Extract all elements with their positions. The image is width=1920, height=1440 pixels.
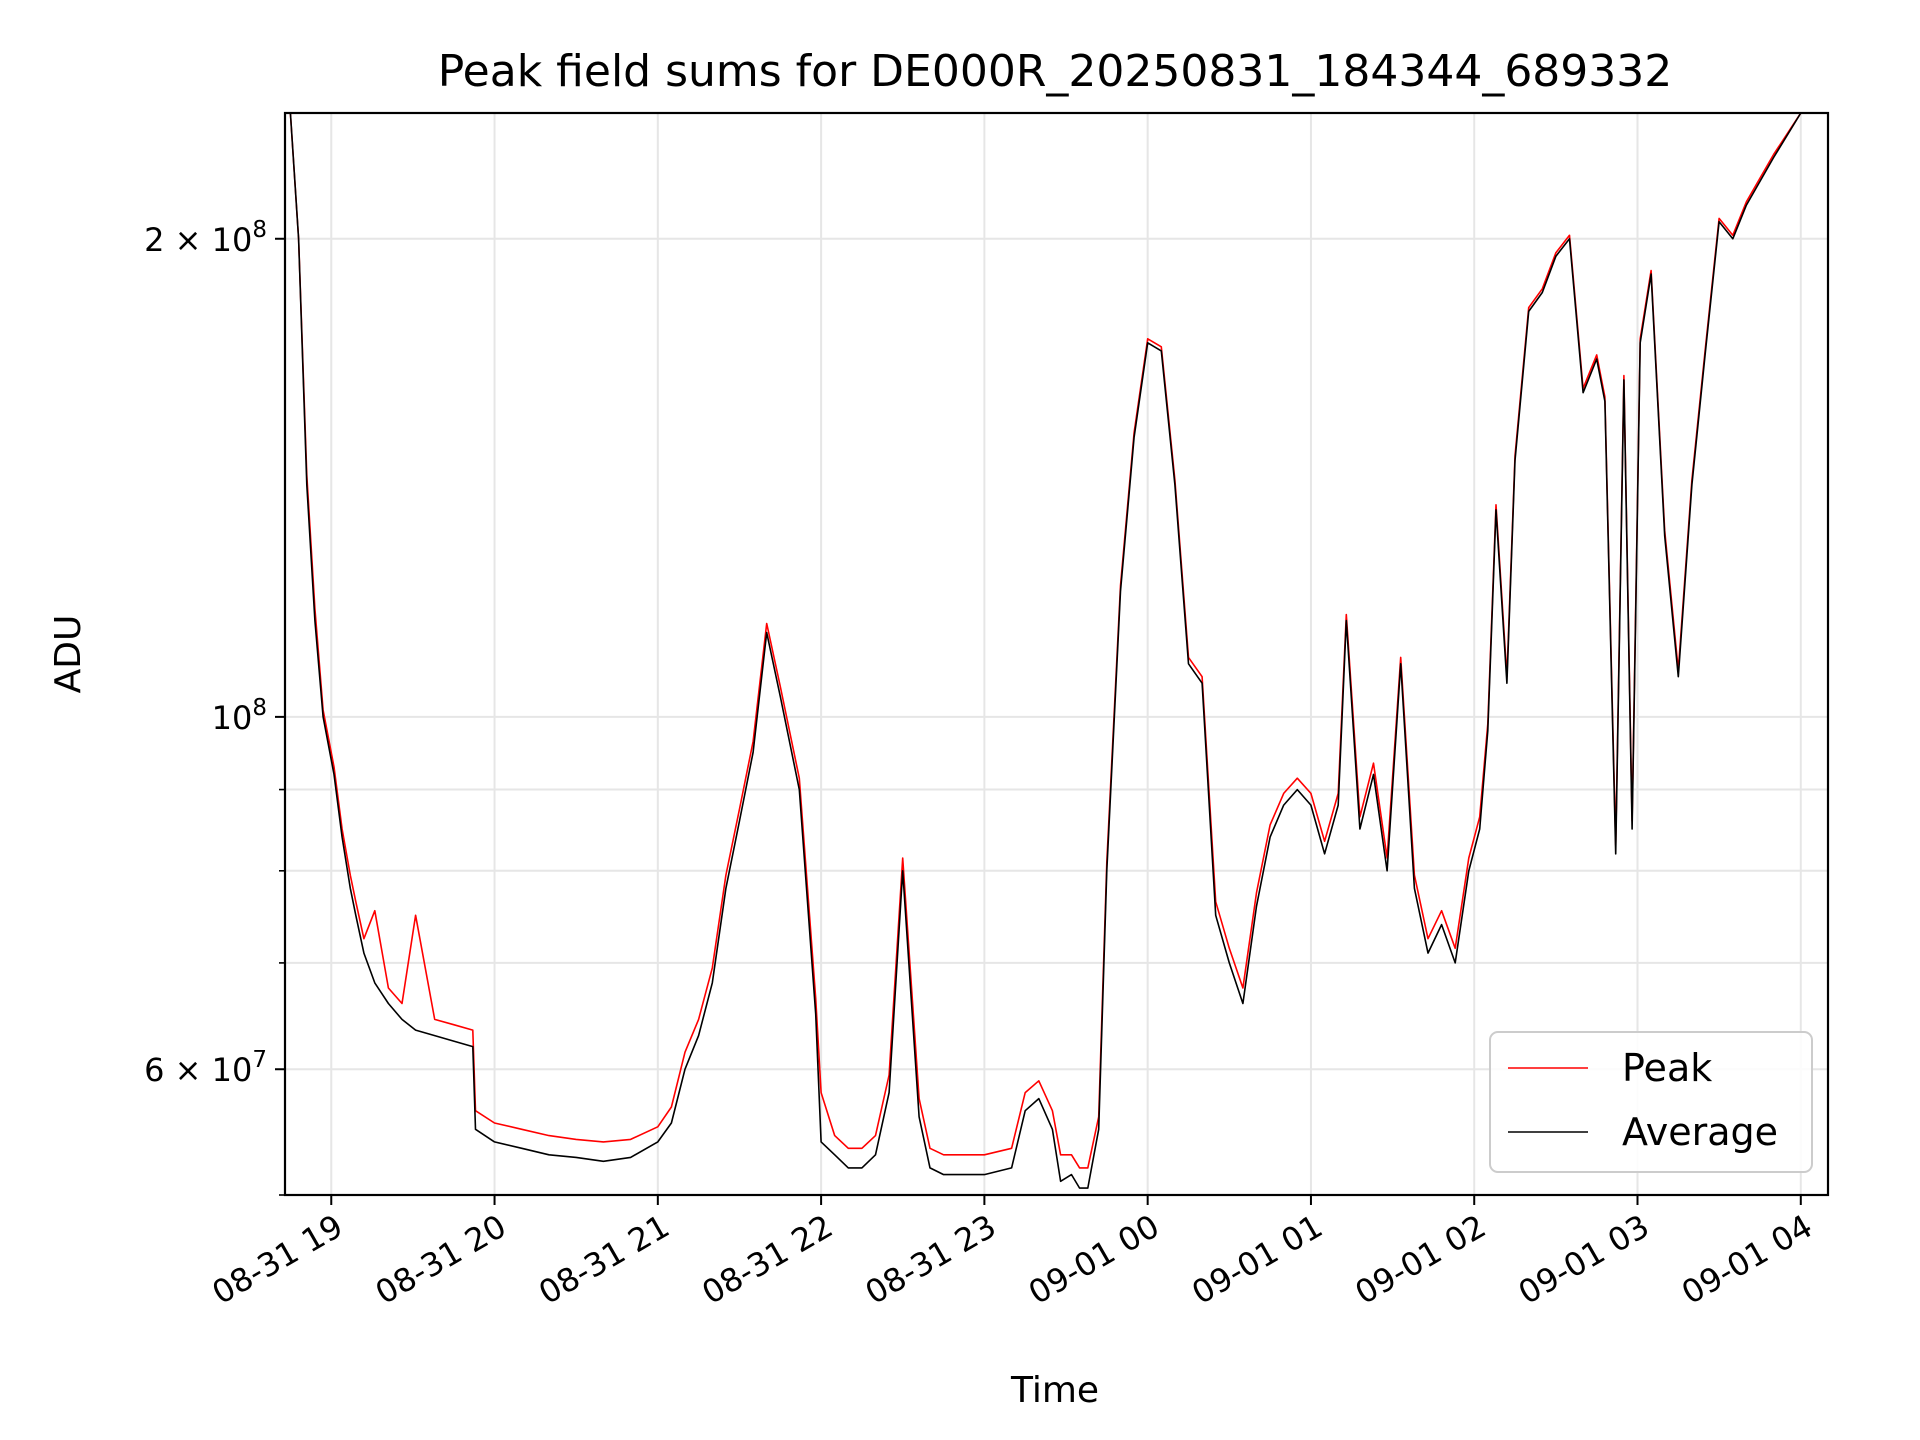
x-tick-label: 09-01 04 [1675, 1207, 1819, 1312]
legend-box [1489, 1031, 1813, 1173]
y-tick-label: 2 × 108 [144, 217, 267, 259]
legend-label-peak: Peak [1622, 1046, 1712, 1090]
legend: Peak Average [1489, 1031, 1813, 1173]
y-tick-label: 108 [212, 695, 267, 737]
x-tick-label: 09-01 02 [1349, 1207, 1493, 1312]
x-tick-label: 08-31 21 [532, 1207, 676, 1312]
x-tick-label: 09-01 01 [1185, 1207, 1329, 1312]
y-axis-label: ADU [48, 615, 89, 694]
y-axis: 6 × 107 108 2 × 108 [144, 217, 285, 1196]
x-axis-label: Time [1010, 1370, 1099, 1411]
x-tick-label: 08-31 22 [696, 1207, 840, 1312]
series-line-average [289, 113, 1802, 1189]
x-axis: 08-31 19 08-31 20 08-31 21 08-31 22 08-31 23… [206, 1195, 1819, 1312]
x-tick-label: 08-31 20 [369, 1207, 513, 1312]
legend-label-average: Average [1622, 1110, 1778, 1154]
plot-lines [289, 113, 1802, 1189]
x-tick-label: 08-31 19 [206, 1207, 350, 1312]
series-line-peak [289, 113, 1802, 1169]
x-tick-label: 09-01 00 [1022, 1207, 1166, 1312]
x-tick-label: 09-01 03 [1512, 1207, 1656, 1312]
plot-frame [283, 111, 1830, 1197]
y-tick-label: 6 × 107 [144, 1047, 267, 1089]
chart-title: Peak field sums for DE000R_20250831_1843… [438, 46, 1673, 97]
x-tick-label: 08-31 23 [859, 1207, 1003, 1312]
